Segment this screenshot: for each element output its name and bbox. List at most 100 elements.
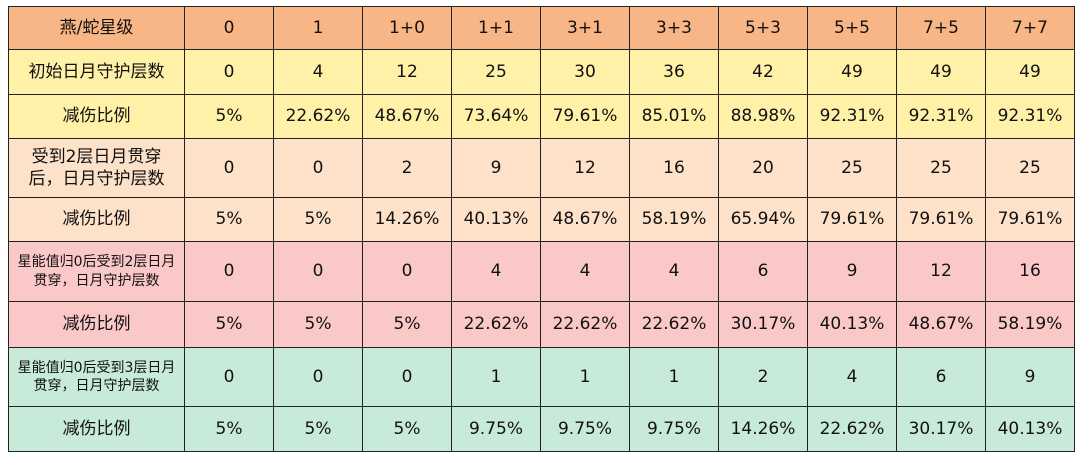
header-cell: 1+1 xyxy=(451,6,541,50)
cell: 5% xyxy=(362,301,452,348)
cell: 6 xyxy=(896,347,986,407)
cell: 0 xyxy=(273,241,363,302)
cell: 14.26% xyxy=(718,406,808,452)
cell: 48.67% xyxy=(896,301,986,348)
header-cell: 5+5 xyxy=(807,6,897,50)
cell: 12 xyxy=(362,49,452,95)
cell: 4 xyxy=(629,241,719,302)
cell: 20 xyxy=(718,138,808,198)
cell: 40.13% xyxy=(451,197,541,242)
row-label: 减伤比例 xyxy=(8,197,185,242)
header-cell: 1+0 xyxy=(362,6,452,50)
cell: 0 xyxy=(184,138,274,198)
cell: 30.17% xyxy=(896,406,986,452)
cell: 5% xyxy=(273,301,363,348)
cell: 40.13% xyxy=(807,301,897,348)
row-label: 减伤比例 xyxy=(8,406,185,452)
cell: 79.61% xyxy=(540,94,630,139)
cell: 1 xyxy=(629,347,719,407)
cell: 5% xyxy=(184,406,274,452)
cell: 49 xyxy=(807,49,897,95)
header-cell: 5+3 xyxy=(718,6,808,50)
cell: 6 xyxy=(718,241,808,302)
cell: 5% xyxy=(184,197,274,242)
cell: 58.19% xyxy=(629,197,719,242)
cell: 58.19% xyxy=(985,301,1075,348)
row-label: 星能值归0后受到2层日月贯穿，日月守护层数 xyxy=(8,241,185,302)
cell: 5% xyxy=(184,301,274,348)
cell: 25 xyxy=(807,138,897,198)
cell: 0 xyxy=(184,241,274,302)
cell: 65.94% xyxy=(718,197,808,242)
cell: 22.62% xyxy=(451,301,541,348)
cell: 25 xyxy=(451,49,541,95)
cell: 4 xyxy=(273,49,363,95)
cell: 0 xyxy=(273,138,363,198)
cell: 22.62% xyxy=(540,301,630,348)
cell: 0 xyxy=(273,347,363,407)
header-cell: 3+3 xyxy=(629,6,719,50)
cell: 30 xyxy=(540,49,630,95)
cell: 9 xyxy=(807,241,897,302)
cell: 9 xyxy=(985,347,1075,407)
cell: 92.31% xyxy=(896,94,986,139)
cell: 12 xyxy=(896,241,986,302)
cell: 22.62% xyxy=(807,406,897,452)
cell: 36 xyxy=(629,49,719,95)
cell: 9.75% xyxy=(451,406,541,452)
cell: 42 xyxy=(718,49,808,95)
cell: 0 xyxy=(362,347,452,407)
cell: 0 xyxy=(184,49,274,95)
cell: 4 xyxy=(807,347,897,407)
header-cell: 0 xyxy=(184,6,274,50)
cell: 48.67% xyxy=(540,197,630,242)
header-cell: 燕/蛇星级 xyxy=(8,6,185,50)
cell: 4 xyxy=(451,241,541,302)
cell: 9.75% xyxy=(629,406,719,452)
cell: 1 xyxy=(451,347,541,407)
cell: 5% xyxy=(362,406,452,452)
cell: 85.01% xyxy=(629,94,719,139)
cell: 73.64% xyxy=(451,94,541,139)
cell: 5% xyxy=(273,406,363,452)
cell: 1 xyxy=(540,347,630,407)
header-cell: 7+7 xyxy=(985,6,1075,50)
cell: 49 xyxy=(896,49,986,95)
cell: 92.31% xyxy=(807,94,897,139)
cell: 5% xyxy=(273,197,363,242)
cell: 16 xyxy=(629,138,719,198)
cell: 92.31% xyxy=(985,94,1075,139)
row-label: 减伤比例 xyxy=(8,94,185,139)
cell: 22.62% xyxy=(273,94,363,139)
cell: 9.75% xyxy=(540,406,630,452)
cell: 79.61% xyxy=(896,197,986,242)
row-label: 受到2层日月贯穿后，日月守护层数 xyxy=(8,138,185,198)
cell: 12 xyxy=(540,138,630,198)
cell: 14.26% xyxy=(362,197,452,242)
row-label: 初始日月守护层数 xyxy=(8,49,185,95)
cell: 9 xyxy=(451,138,541,198)
header-cell: 3+1 xyxy=(540,6,630,50)
row-label: 星能值归0后受到3层日月贯穿，日月守护层数 xyxy=(8,347,185,407)
cell: 79.61% xyxy=(807,197,897,242)
cell: 2 xyxy=(718,347,808,407)
header-cell: 1 xyxy=(273,6,363,50)
cell: 0 xyxy=(184,347,274,407)
cell: 48.67% xyxy=(362,94,452,139)
cell: 88.98% xyxy=(718,94,808,139)
cell: 49 xyxy=(985,49,1075,95)
cell: 5% xyxy=(184,94,274,139)
cell: 4 xyxy=(540,241,630,302)
cell: 30.17% xyxy=(718,301,808,348)
cell: 2 xyxy=(362,138,452,198)
cell: 22.62% xyxy=(629,301,719,348)
cell: 25 xyxy=(985,138,1075,198)
cell: 79.61% xyxy=(985,197,1075,242)
row-label: 减伤比例 xyxy=(8,301,185,348)
cell: 0 xyxy=(362,241,452,302)
cell: 40.13% xyxy=(985,406,1075,452)
cell: 25 xyxy=(896,138,986,198)
cell: 16 xyxy=(985,241,1075,302)
header-cell: 7+5 xyxy=(896,6,986,50)
